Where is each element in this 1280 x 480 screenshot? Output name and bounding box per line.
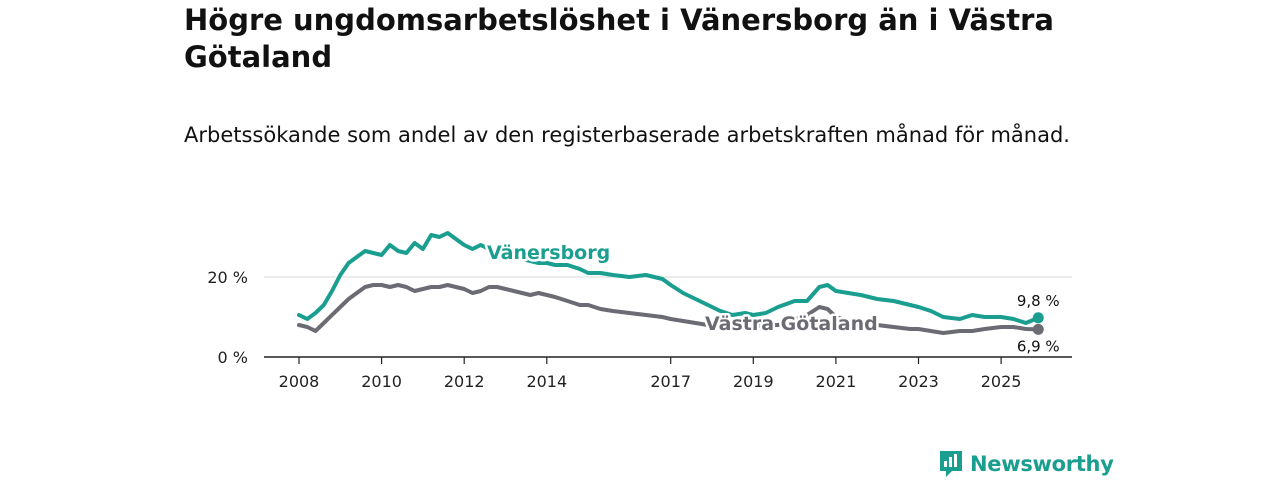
axes [264, 356, 1072, 364]
series-endpoint-0 [1032, 312, 1044, 324]
series-name-label: Västra Götaland [705, 313, 878, 335]
y-tick-label: 20 % [207, 268, 248, 287]
x-tick-label: 2012 [444, 372, 485, 391]
logo-text: Newsworthy [970, 452, 1114, 476]
series-lines [297, 231, 1044, 335]
series-end-value-label: 9,8 % [1017, 292, 1060, 310]
series-line-0 [297, 231, 1041, 325]
series-name-label: Vänersborg [487, 242, 610, 264]
series-end-value-label: 6,9 % [1017, 337, 1060, 355]
chart-subtitle: Arbetssökande som andel av den registerb… [184, 123, 1070, 147]
x-tick-label: 2010 [361, 372, 402, 391]
x-tick-label: 2023 [898, 372, 939, 391]
x-tick-label: 2008 [279, 372, 320, 391]
chart-labels: 0 % 20 % 2008 2010 2012 2014 2017 2019 2021 2023 2… [207, 240, 1060, 392]
x-tick-label: 2025 [981, 372, 1022, 391]
x-tick-label: 2017 [650, 372, 691, 391]
x-tick-label: 2014 [526, 372, 567, 391]
x-tick-label: 2021 [816, 372, 857, 391]
chart-title: Högre ungdomsarbetslöshet i Vänersborg ä… [184, 3, 1054, 74]
x-tick-label: 2019 [733, 372, 774, 391]
newsworthy-logo-icon [940, 451, 962, 477]
y-tick-label: 0 % [218, 348, 248, 367]
series-endpoint-1 [1032, 323, 1044, 335]
newsworthy-logo: Newsworthy [938, 448, 1114, 480]
series-line-1 [297, 283, 1041, 335]
